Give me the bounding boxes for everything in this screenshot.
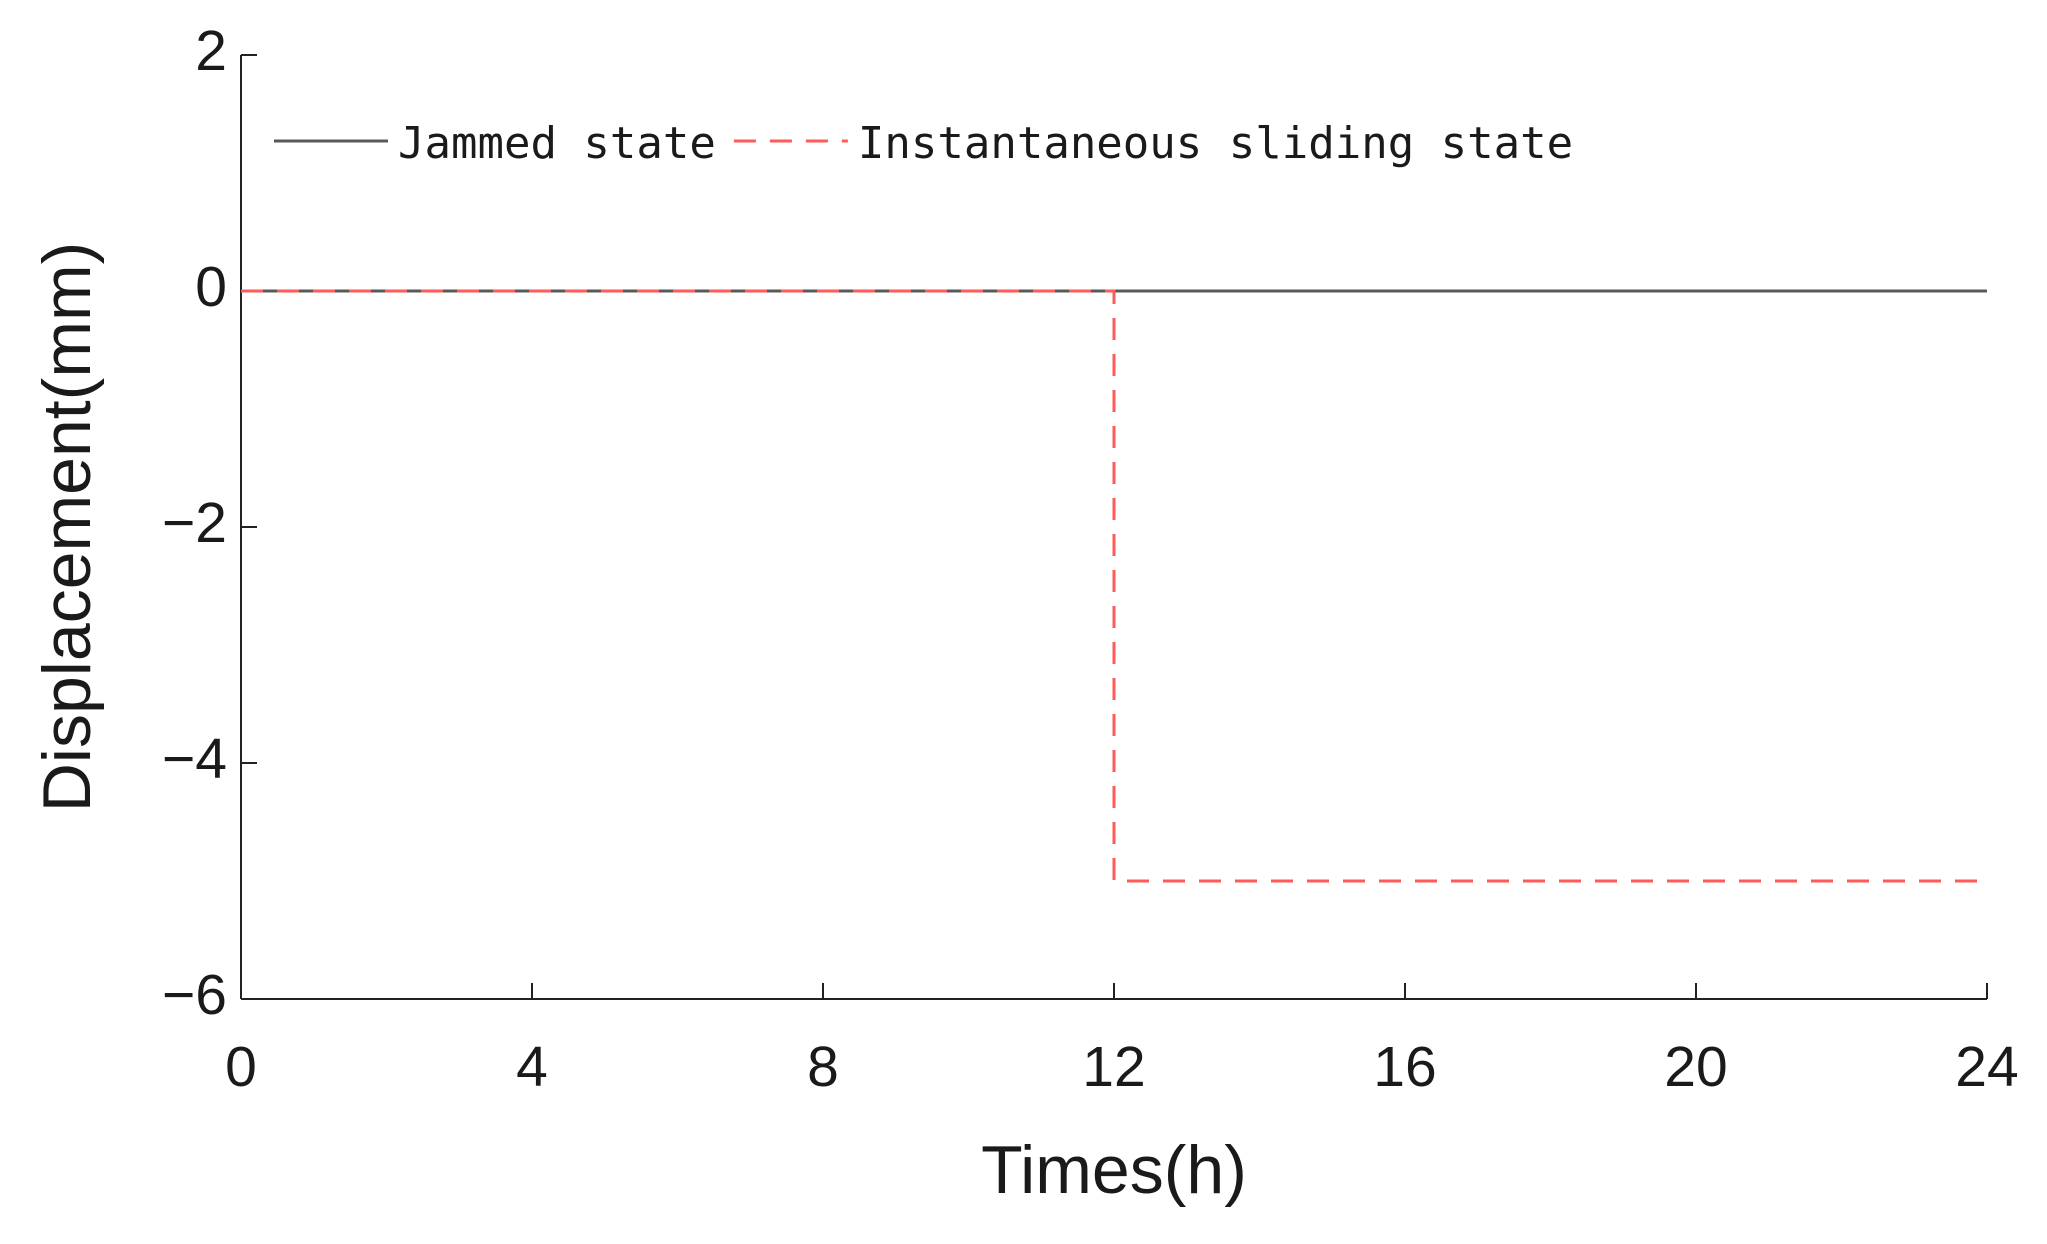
- x-tick-label: 16: [1373, 1035, 1436, 1099]
- x-tick-label: 4: [516, 1035, 548, 1099]
- y-tick-label: −2: [162, 491, 227, 555]
- y-axis-label: Displacement(mm): [29, 242, 105, 813]
- x-tick-label: 20: [1664, 1035, 1727, 1099]
- legend-label: Instantaneous sliding state: [858, 118, 1573, 169]
- x-tick-label: 24: [1955, 1035, 2018, 1099]
- y-tick-label: −6: [162, 963, 227, 1027]
- x-axis-label: Times(h): [981, 1132, 1247, 1208]
- y-tick-label: 2: [195, 19, 227, 83]
- series-line: [241, 289, 1987, 883]
- y-tick-label: 0: [195, 255, 227, 319]
- x-tick-label: 0: [225, 1035, 257, 1099]
- y-tick-label: −4: [162, 727, 227, 791]
- x-tick-label: 8: [807, 1035, 839, 1099]
- legend-label: Jammed state: [398, 118, 716, 169]
- x-tick-label: 12: [1082, 1035, 1145, 1099]
